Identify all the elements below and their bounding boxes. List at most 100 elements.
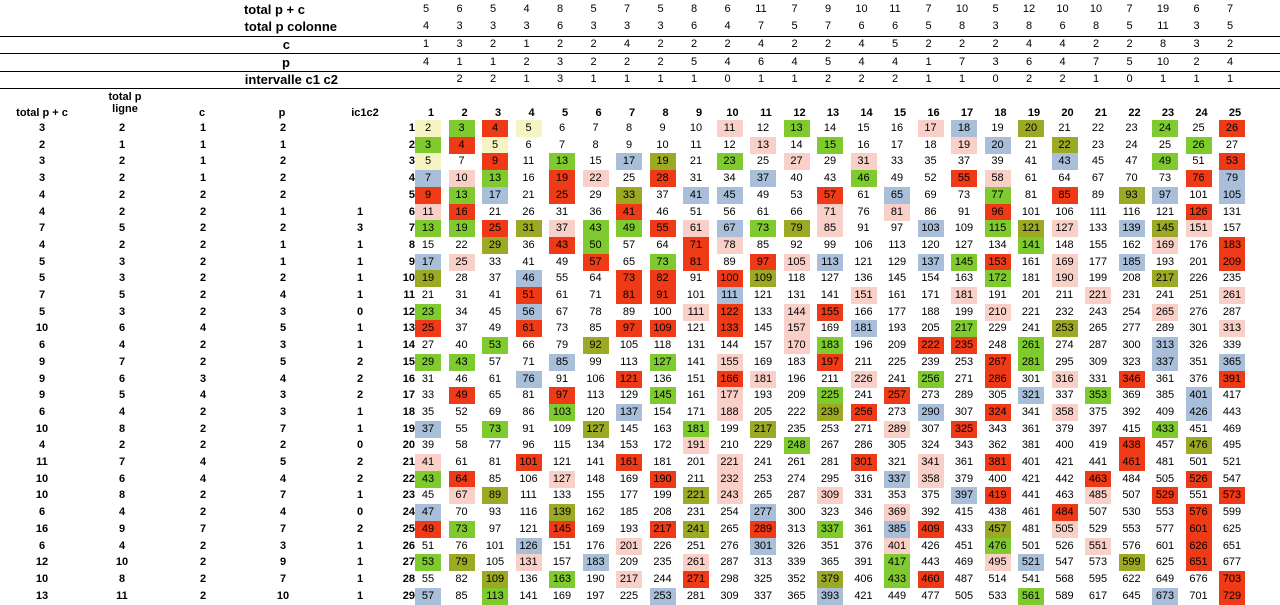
grid-cell: 161 [1021,255,1041,268]
header-value: 0 [724,73,731,85]
grid-cell: 91 [522,422,535,435]
grid-cell: 176 [586,539,605,552]
grid-cell: 176 [1189,238,1208,251]
grid-cell: 106 [854,238,873,251]
row-index: 9 [408,255,415,268]
grid-cell: 34 [455,305,468,318]
column-number: 10 [726,107,739,119]
header-value: 6 [456,3,463,15]
grid-cell: 217 [649,520,676,538]
grid-cell: 89 [723,255,736,268]
grid-cell: 673 [1152,587,1178,605]
grid-cell: 201 [1021,289,1041,301]
grid-cell: 109 [552,422,572,435]
header-value: 1 [456,56,463,68]
grid-cell: 568 [1055,572,1074,585]
grid-cell: 155 [1088,238,1108,251]
grid-cell: 141 [586,456,605,468]
grid-cell: 49 [415,520,441,538]
header-value: 5 [992,3,999,15]
grid-cell: 298 [720,572,739,585]
left-cell: 1 [118,138,126,151]
header-value: 2 [657,56,664,68]
grid-cell: 25 [415,320,441,338]
grid-cell: 151 [850,287,877,304]
grid-cell: 37 [415,420,441,438]
grid-cell: 111 [1089,205,1107,218]
grid-cell: 441 [1088,456,1108,468]
left-cell: 3 [279,339,287,352]
grid-cell: 15 [817,136,843,154]
header-value: 8 [1159,38,1167,50]
grid-cell: 27 [783,153,810,171]
grid-cell: 151 [686,372,706,385]
row-index: 5 [408,188,415,201]
grid-cell: 172 [984,270,1011,288]
grid-cell: 326 [787,539,806,552]
grid-cell: 337 [884,470,910,488]
grid-cell: 82 [455,572,468,585]
grid-cell: 362 [988,439,1007,452]
grid-cell: 76 [515,370,542,388]
grid-cell: 16 [890,122,904,134]
left-cell: 2 [199,255,207,268]
grid-cell: 421 [854,589,873,602]
grid-cell: 105 [619,339,639,352]
left-cell: 6 [38,506,46,519]
left-cell: 3 [356,222,364,235]
grid-cell: 52 [924,172,937,185]
header-value: 1 [422,38,430,50]
grid-cell: 235 [1222,272,1242,285]
grid-cell: 141 [1018,236,1044,254]
grid-cell: 13 [482,170,508,188]
row-index: 16 [402,372,415,385]
header-value: 10 [1156,56,1170,68]
grid-cell: 6 [525,138,532,151]
grid-cell: 177 [716,387,743,405]
grid-cell: 121 [1018,220,1044,238]
left-cell: 3 [38,155,46,168]
grid-cell: 28 [455,272,468,285]
grid-cell: 127 [1051,220,1078,238]
grid-cell: 57 [582,253,609,271]
left-cell: 5 [118,289,126,301]
grid-cell: 91 [689,272,703,285]
grid-cell: 85 [756,238,770,251]
grid-cell: 85 [549,353,575,371]
left-cell: 7 [279,572,287,585]
left-cell: 3 [38,122,46,134]
left-cell: 2 [199,188,207,201]
header-value: 7 [1092,56,1100,68]
grid-cell: 53 [1219,153,1245,171]
grid-cell: 89 [1091,188,1105,201]
column-number: 23 [1161,107,1175,119]
left-cell: 4 [279,372,287,385]
left-cell: 1 [279,138,287,151]
grid-cell: 229 [988,322,1007,335]
grid-cell: 109 [649,320,676,338]
grid-cell: 487 [954,572,974,585]
divider [0,71,1280,72]
grid-cell: 257 [884,387,910,405]
grid-cell: 401 [884,537,910,555]
row-index: 18 [402,405,415,418]
grid-cell: 37 [488,272,502,285]
grid-cell: 18 [924,138,937,151]
grid-cell: 129 [887,255,907,268]
grid-cell: 553 [1155,506,1175,519]
grid-cell: 625 [1155,556,1175,569]
grid-cell: 53 [415,554,441,572]
column-number: 25 [1228,107,1242,119]
row-index: 1 [408,122,415,134]
header-value: 2 [824,38,832,50]
left-cell: 10 [115,556,129,569]
grid-cell: 97 [549,387,575,405]
grid-cell: 37 [750,170,776,188]
grid-cell: 463 [1085,470,1111,488]
left-cell: 2 [199,405,207,418]
grid-cell: 33 [616,186,642,204]
grid-cell: 47 [415,504,441,522]
header-value: 4 [858,56,865,68]
grid-cell: 41 [1024,155,1038,168]
left-cell: 5 [279,322,287,335]
